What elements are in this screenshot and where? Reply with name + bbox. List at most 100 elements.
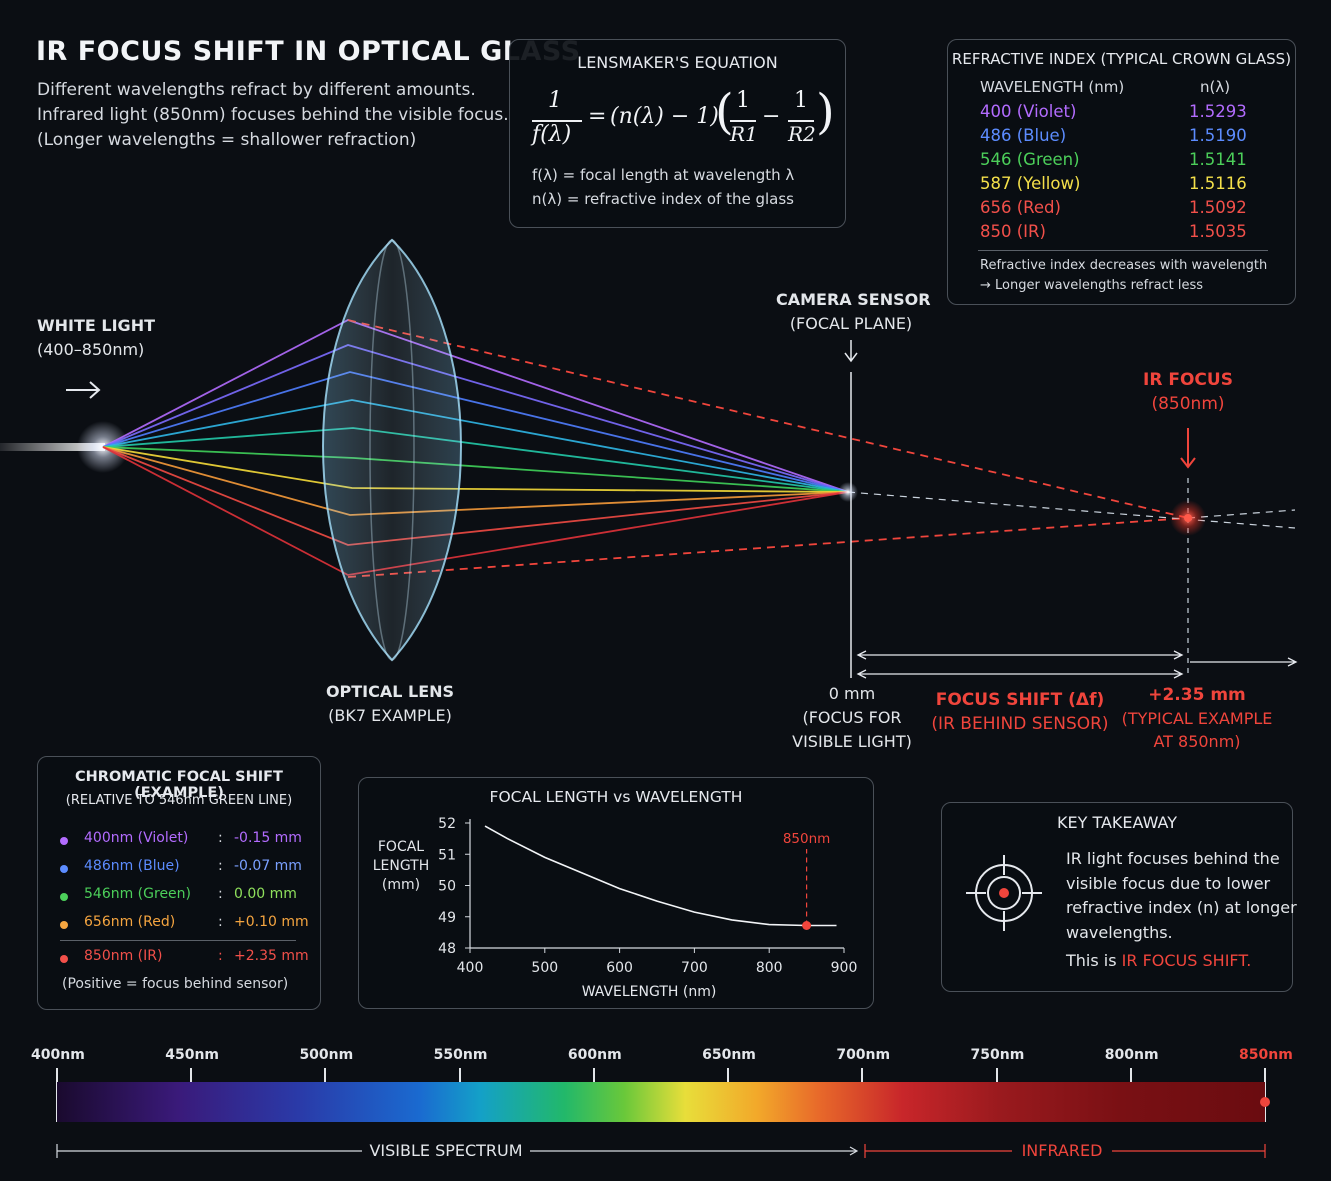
refractive-index-panel: REFRACTIVE INDEX (TYPICAL CROWN GLASS) W… (947, 39, 1296, 305)
zero-mm-note: (FOCUS FOR (802, 708, 902, 727)
equation-r2-num: 1 (794, 88, 808, 113)
takeaway-line: IR light focuses behind the (1066, 849, 1280, 868)
chromatic-row-dot (60, 837, 68, 845)
sensor-arrow-icon (844, 340, 858, 363)
zero-mm-value: 0 mm (828, 684, 876, 703)
chart-series-line (484, 825, 837, 927)
spectrum-tick (324, 1068, 327, 1082)
divider (978, 250, 1268, 251)
visible-continuation-ray (847, 491, 1296, 529)
equation-equals: = (588, 104, 607, 129)
zero-mm-note: VISIBLE LIGHT) (792, 732, 912, 751)
index-row-value: 1.5092 (1189, 198, 1247, 217)
equation-def-index: n(λ) = refractive index of the glass (532, 190, 794, 208)
ylabel-line: LENGTH (372, 858, 430, 874)
spectrum-tick-label: 850nm (1239, 1047, 1293, 1063)
chromatic-row-dot (60, 921, 68, 929)
chromatic-row-value: -0.07 mm (234, 858, 302, 874)
spectrum-tick (190, 1068, 193, 1082)
takeaway-text: IR light focuses behind the visible focu… (1066, 847, 1297, 974)
target-icon (966, 855, 1042, 931)
ray-indigo (102, 344, 849, 493)
index-row-value: 1.5190 (1189, 126, 1247, 145)
equation-panel: LENSMAKER'S EQUATION 1 f(λ) = (n(λ) − 1)… (509, 39, 846, 228)
ylabel-line: FOCAL (377, 839, 425, 855)
chromatic-row-value: +0.10 mm (234, 914, 309, 930)
chart-x-tick-label: 900 (831, 960, 858, 976)
focus-shift-title: FOCUS SHIFT (Δf) (935, 690, 1105, 710)
equation-r1-den: R1 (730, 122, 758, 146)
camera-sensor-label: CAMERA SENSOR (FOCAL PLANE) (776, 288, 931, 336)
spectrum-tick-label: 650nm (702, 1047, 756, 1063)
chromatic-row-sep: : (218, 886, 223, 902)
chromatic-row-sep: : (218, 830, 223, 846)
spectrum-tick (458, 1068, 461, 1082)
chart-xlabel: WAVELENGTH (nm) (581, 984, 717, 1000)
takeaway-line: visible focus due to lower (1066, 873, 1271, 893)
chromatic-row-sep: : (218, 858, 223, 874)
index-row-wavelength: 656 (Red) (980, 198, 1061, 217)
optical-lens-title: OPTICAL LENS (325, 682, 455, 701)
divider (60, 940, 296, 941)
spectrum-tick-label: 500nm (299, 1047, 354, 1063)
equation-def-focal: f(λ) = focal length at wavelength λ (532, 166, 795, 184)
takeaway-last-line: This is IR FOCUS SHIFT. (1066, 949, 1297, 974)
ray-diagram (0, 238, 1298, 679)
equation-r2-den: R2 (788, 122, 816, 146)
optical-lens-shape (322, 238, 462, 662)
equation-minus: − (762, 104, 781, 129)
index-row-value: 1.5293 (1189, 102, 1247, 121)
infrared-label: INFRARED (1021, 1141, 1103, 1160)
equation-lhs-den: f(λ) (532, 122, 572, 147)
subtitle-line: Infrared light (850nm) focuses behind th… (37, 105, 509, 125)
white-light-beam (0, 443, 105, 451)
ir-focus-point (1184, 514, 1192, 522)
equation-r1-num: 1 (736, 88, 750, 113)
chart-y-tick-label: 48 (438, 941, 456, 957)
index-note: Refractive index decreases with waveleng… (980, 258, 1268, 273)
ray-red (102, 446, 849, 546)
equation-title: LENSMAKER'S EQUATION (577, 53, 778, 72)
spectrum-end-marker (1260, 1097, 1270, 1107)
spectrum-ranges (56, 1144, 1266, 1158)
takeaway-title: KEY TAKEAWAY (1056, 813, 1178, 832)
index-row-value: 1.5035 (1189, 222, 1247, 241)
ir-focus-title: IR FOCUS (1143, 370, 1233, 390)
spectrum-tick (592, 1068, 595, 1082)
subtitle-line: Different wavelengths refract by differe… (37, 80, 476, 100)
chromatic-row-sep: : (218, 914, 223, 930)
index-row-wavelength: 546 (Green) (980, 150, 1080, 169)
chart-y-tick-label: 49 (438, 910, 456, 926)
takeaway-highlight: IR FOCUS SHIFT. (1121, 951, 1252, 970)
index-row-wavelength: 587 (Yellow) (980, 174, 1081, 193)
zero-mm-label: 0 mm (FOCUS FOR VISIBLE LIGHT) (782, 682, 922, 754)
chart-x-tick-label: 700 (681, 960, 708, 976)
white-light-range: (400–850nm) (37, 340, 145, 359)
visible-spectrum-label: VISIBLE SPECTRUM (369, 1141, 523, 1160)
shift-value-note: AT 850nm) (1153, 732, 1241, 751)
spectrum-tick-label: 400nm (31, 1047, 85, 1063)
visible-focus-point (838, 482, 858, 502)
chromatic-row-value: -0.15 mm (234, 830, 302, 846)
focus-shift-label: FOCUS SHIFT (Δf) (IR BEHIND SENSOR) (930, 688, 1110, 736)
ir-row-value: +2.35 mm (234, 948, 309, 964)
white-light-title: WHITE LIGHT (37, 316, 155, 335)
chromatic-row-wavelength: 486nm (Blue) (84, 858, 180, 874)
shift-value-note: (TYPICAL EXAMPLE (1121, 709, 1273, 728)
chromatic-subtitle: (RELATIVE TO 546nm GREEN LINE) (65, 793, 293, 808)
camera-sensor-title: CAMERA SENSOR (776, 290, 931, 309)
chromatic-row-wavelength: 546nm (Green) (84, 886, 192, 902)
fraction-bar (532, 120, 582, 122)
chart-x-tick-label: 500 (531, 960, 558, 976)
chart-y-tick-label: 51 (438, 847, 456, 863)
spectrum-tick (861, 1068, 864, 1082)
chromatic-title: CHROMATIC FOCAL SHIFT (EXAMPLE) (75, 769, 283, 801)
ir-row-dot (60, 955, 68, 963)
key-takeaway-panel: KEY TAKEAWAY IR light focuses behind the… (941, 802, 1297, 992)
index-row-wavelength: 400 (Violet) (980, 102, 1077, 121)
chart-x-tick-label: 400 (457, 960, 484, 976)
focal-plane-note: (FOCAL PLANE) (789, 314, 913, 333)
spectrum-tick-label: 600nm (567, 1047, 622, 1063)
lens-example-note: (BK7 EXAMPLE) (328, 706, 452, 725)
equation-middle: (n(λ) − 1) (610, 104, 719, 129)
